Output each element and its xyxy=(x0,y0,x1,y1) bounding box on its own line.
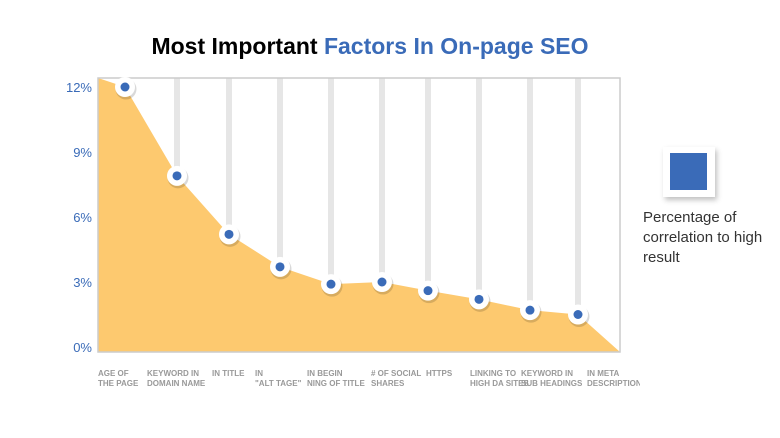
data-point xyxy=(224,229,234,239)
data-point xyxy=(172,171,182,181)
y-tick-label: 12% xyxy=(66,80,92,95)
y-tick-label: 0% xyxy=(73,340,92,355)
x-category-label: DOMAIN NAME xyxy=(147,379,206,388)
data-point xyxy=(423,286,433,296)
stem-line xyxy=(226,78,232,235)
legend-swatch-box xyxy=(663,147,715,197)
x-category-label: HIGH DA SITES xyxy=(470,379,529,388)
title-part1: Most Important xyxy=(151,33,318,59)
x-category-label: SUB HEADINGS xyxy=(521,379,583,388)
title-part2: Factors In On-page SEO xyxy=(323,33,589,59)
x-category-label: HTTPS xyxy=(426,369,453,378)
x-category-label: IN TITLE xyxy=(212,369,245,378)
stem-line xyxy=(425,78,431,291)
plot-frame xyxy=(97,77,621,353)
data-point xyxy=(573,310,583,319)
stem-line xyxy=(277,78,283,267)
stem-line xyxy=(379,78,385,282)
x-category-label: SHARES xyxy=(371,379,405,388)
y-tick-label: 6% xyxy=(73,210,92,225)
stem-line xyxy=(476,78,482,300)
y-tick-label: 3% xyxy=(73,275,92,290)
x-category-label: "ALT TAGE" xyxy=(255,379,302,388)
x-category-label: NING OF TITLE xyxy=(307,379,365,388)
y-tick-label: 9% xyxy=(73,145,92,160)
stem-line xyxy=(328,78,334,285)
x-category-label: KEYWORD IN xyxy=(521,369,573,378)
x-category-label: IN xyxy=(255,369,263,378)
data-point xyxy=(525,305,535,315)
stem-line xyxy=(575,78,581,315)
legend-label: Percentage of correlation to high result xyxy=(643,209,763,266)
legend-swatch xyxy=(670,153,707,190)
data-point xyxy=(474,294,484,304)
x-category-label: LINKING TO xyxy=(470,369,516,378)
stem-line xyxy=(527,78,533,311)
x-category-label: DESCRIPTION xyxy=(587,379,640,388)
data-point xyxy=(120,82,130,92)
data-point xyxy=(326,279,336,289)
stem-line xyxy=(174,78,180,176)
x-category-label: IN META xyxy=(587,369,620,378)
x-category-label: IN BEGIN xyxy=(307,369,343,378)
x-category-label: AGE OF xyxy=(98,369,129,378)
x-category-label: THE PAGE xyxy=(98,379,139,388)
data-point xyxy=(275,262,285,272)
chart-title: Most Important Factors In On-page SEO xyxy=(0,33,740,60)
data-point xyxy=(377,277,387,287)
x-category-label: KEYWORD IN xyxy=(147,369,199,378)
x-category-label: # OF SOCIAL xyxy=(371,369,421,378)
area-fill xyxy=(98,78,620,352)
